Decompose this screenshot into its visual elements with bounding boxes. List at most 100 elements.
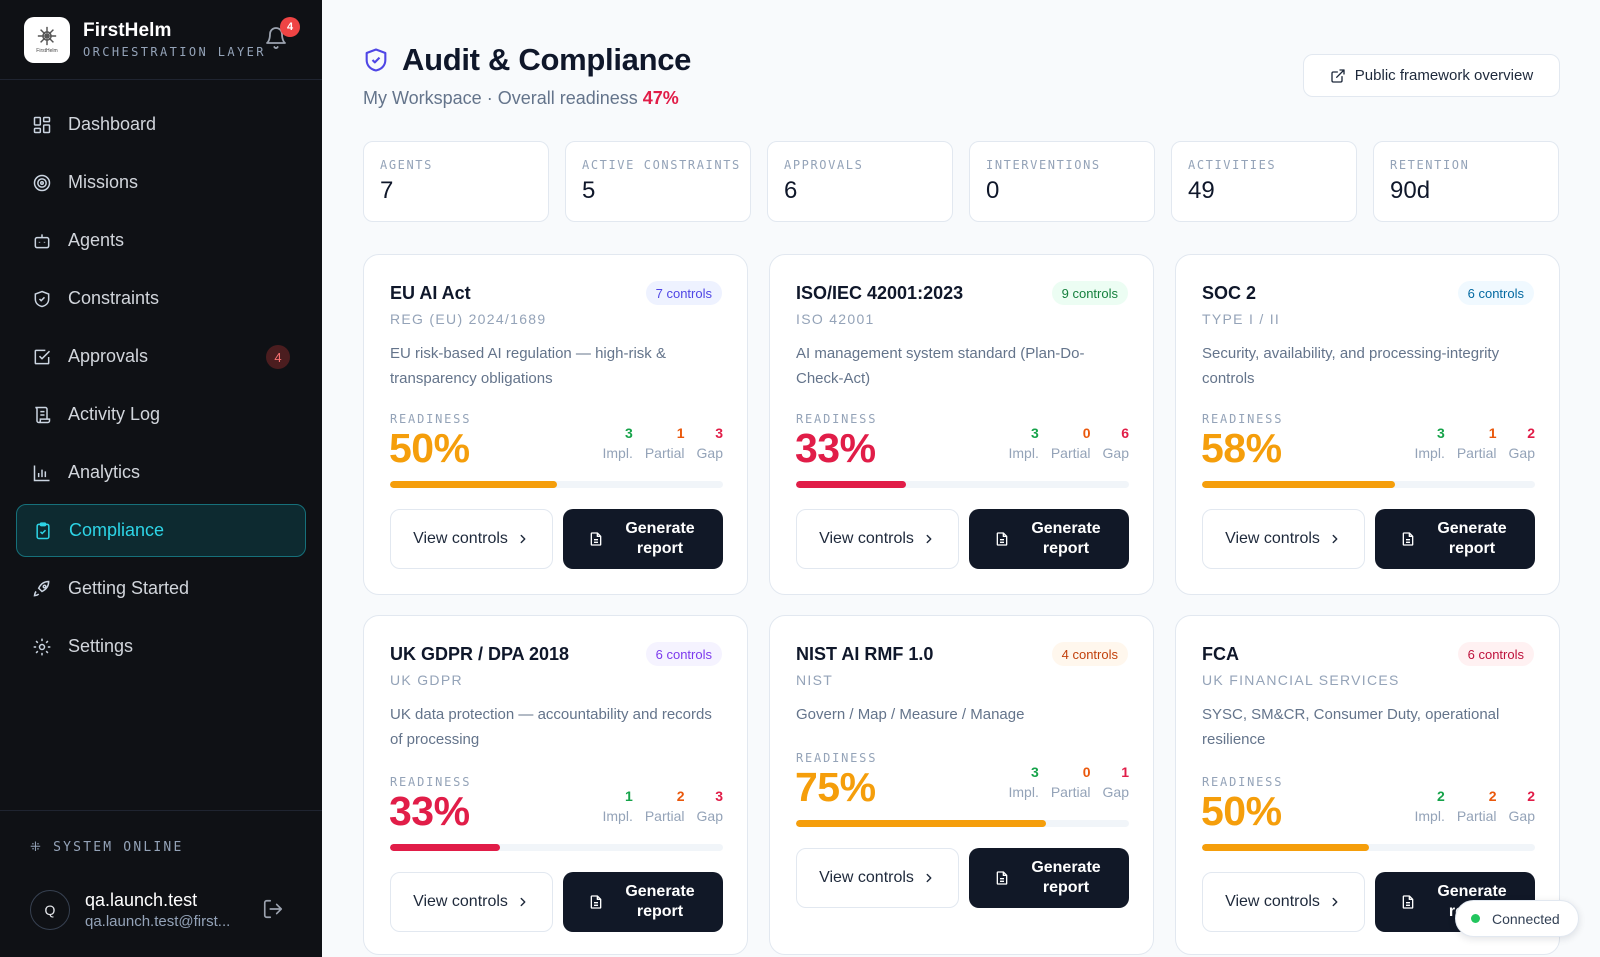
public-framework-overview-label: Public framework overview xyxy=(1354,67,1534,84)
sidebar-item-analytics[interactable]: Analytics xyxy=(16,446,306,499)
framework-card-fca: FCA 6 controls UK FINANCIAL SERVICES SYS… xyxy=(1175,615,1560,955)
view-controls-button[interactable]: View controls xyxy=(390,872,553,932)
sidebar-item-label: Constraints xyxy=(68,288,160,308)
framework-title: NIST AI RMF 1.0 xyxy=(796,644,934,664)
readiness-progress-bar xyxy=(796,820,1129,827)
stat-value: 49 xyxy=(1188,177,1215,204)
gap-count: 2 Gap xyxy=(1508,425,1535,461)
sidebar-item-getting-started[interactable]: Getting Started xyxy=(16,562,306,615)
scroll-icon xyxy=(32,405,52,425)
stat-label: AGENTS xyxy=(380,158,433,172)
sidebar-item-label: Settings xyxy=(68,636,134,656)
user-email: qa.launch.test@first... xyxy=(85,913,231,930)
stat-card-active-constraints: ACTIVE CONSTRAINTS 5 xyxy=(565,141,751,222)
generate-report-button[interactable]: Generate report xyxy=(563,872,723,932)
view-controls-button[interactable]: View controls xyxy=(796,848,959,908)
readiness-percent: 33% xyxy=(389,788,470,834)
view-controls-button[interactable]: View controls xyxy=(390,509,553,569)
sidebar-item-settings[interactable]: Settings xyxy=(16,620,306,673)
control-counts: 2 Impl. 2 Partial 2 Gap xyxy=(1415,788,1536,824)
bell-icon[interactable] xyxy=(264,26,288,50)
main-content: Audit & Compliance My Workspace · Overal… xyxy=(322,0,1600,957)
document-icon xyxy=(590,532,602,546)
framework-code: UK GDPR xyxy=(390,672,463,688)
helm-icon xyxy=(37,26,57,46)
generate-report-label: Generate report xyxy=(1031,520,1101,557)
controls-count-pill: 6 controls xyxy=(1457,642,1534,666)
generate-report-button[interactable]: Generate report xyxy=(563,509,723,569)
framework-title: ISO/IEC 42001:2023 xyxy=(796,283,964,303)
chevron-right-icon xyxy=(520,534,526,544)
public-framework-overview-button[interactable]: Public framework overview xyxy=(1303,54,1560,97)
framework-description: Security, availability, and processing-i… xyxy=(1202,345,1500,387)
controls-count-pill: 4 controls xyxy=(1051,642,1128,666)
gap-count: 6 Gap xyxy=(1102,425,1129,461)
readiness-percent: 58% xyxy=(1201,425,1282,471)
generate-report-button[interactable]: Generate report xyxy=(969,509,1129,569)
view-controls-label: View controls xyxy=(413,530,508,547)
sidebar-item-agents[interactable]: Agents xyxy=(16,214,306,267)
partial-count: 1 Partial xyxy=(644,425,685,461)
brand-header: FirstHelm FirstHelm ORCHESTRATION LAYER … xyxy=(0,0,322,80)
shield-check-icon xyxy=(365,48,387,72)
app-logo[interactable]: FirstHelm xyxy=(24,16,70,63)
partial-count: 1 Partial xyxy=(1456,425,1497,461)
framework-code: UK FINANCIAL SERVICES xyxy=(1202,672,1400,688)
generate-report-button[interactable]: Generate report xyxy=(969,848,1129,908)
control-counts: 1 Impl. 2 Partial 3 Gap xyxy=(603,788,724,824)
readiness-progress-fill xyxy=(796,481,906,488)
framework-card-eu-ai-act: EU AI Act 7 controls REG (EU) 2024/1689 … xyxy=(363,254,748,595)
generate-report-button[interactable]: Generate report xyxy=(1375,509,1535,569)
gap-count: 2 Gap xyxy=(1508,788,1535,824)
partial-count: 2 Partial xyxy=(644,788,685,824)
status-dot xyxy=(1471,914,1480,923)
gear-icon xyxy=(32,637,52,657)
framework-card-uk-gdpr: UK GDPR / DPA 2018 6 controls UK GDPR UK… xyxy=(363,615,748,955)
brand-name: FirstHelm xyxy=(83,20,172,41)
stat-card-interventions: INTERVENTIONS 0 xyxy=(969,141,1155,222)
chevron-right-icon xyxy=(926,873,932,883)
readiness-percent: 75% xyxy=(795,764,876,810)
sidebar-item-constraints[interactable]: Constraints xyxy=(16,272,306,325)
sidebar-item-missions[interactable]: Missions xyxy=(16,156,306,209)
framework-description: AI management system standard (Plan-Do-C… xyxy=(796,345,1085,387)
sidebar-item-dashboard[interactable]: Dashboard xyxy=(16,98,306,151)
readiness-progress-bar xyxy=(1202,481,1535,488)
framework-title: FCA xyxy=(1202,644,1239,664)
stat-card-retention: RETENTION 90d xyxy=(1373,141,1559,222)
sidebar-item-label: Analytics xyxy=(68,462,141,482)
view-controls-button[interactable]: View controls xyxy=(1202,872,1365,932)
readiness-progress-fill xyxy=(1202,844,1369,851)
external-link-icon xyxy=(1331,68,1345,83)
readiness-label: READINESS xyxy=(796,751,878,765)
view-controls-button[interactable]: View controls xyxy=(1202,509,1365,569)
logout-icon[interactable] xyxy=(262,898,284,920)
avatar[interactable]: Q xyxy=(30,890,70,930)
sidebar-item-activity-log[interactable]: Activity Log xyxy=(16,388,306,441)
gap-count: 1 Gap xyxy=(1102,764,1129,800)
robot-icon xyxy=(32,231,52,251)
stat-label: ACTIVE CONSTRAINTS xyxy=(582,158,741,172)
chevron-right-icon xyxy=(520,897,526,907)
readiness-label: READINESS xyxy=(1202,412,1284,426)
stat-value: 6 xyxy=(784,177,798,204)
stat-card-agents: AGENTS 7 xyxy=(363,141,549,222)
gap-count: 3 Gap xyxy=(696,788,723,824)
readiness-progress-bar xyxy=(390,844,723,851)
stat-label: RETENTION xyxy=(1390,158,1470,172)
approvals-count-badge: 4 xyxy=(266,345,290,369)
document-icon xyxy=(996,532,1008,546)
generate-report-label: Generate report xyxy=(1031,859,1101,896)
view-controls-button[interactable]: View controls xyxy=(796,509,959,569)
stat-card-activities: ACTIVITIES 49 xyxy=(1171,141,1357,222)
sidebar-item-approvals[interactable]: Approvals 4 xyxy=(16,330,306,383)
controls-count-pill: 6 controls xyxy=(1457,281,1534,305)
readiness-label: READINESS xyxy=(1202,775,1284,789)
framework-code: TYPE I / II xyxy=(1202,311,1281,327)
readiness-label: READINESS xyxy=(796,412,878,426)
partial-count: 0 Partial xyxy=(1050,764,1091,800)
dashboard-icon xyxy=(32,115,52,135)
sidebar-item-compliance[interactable]: Compliance xyxy=(16,504,306,557)
sidebar-item-label: Dashboard xyxy=(68,114,157,134)
control-counts: 3 Impl. 1 Partial 2 Gap xyxy=(1415,425,1536,461)
